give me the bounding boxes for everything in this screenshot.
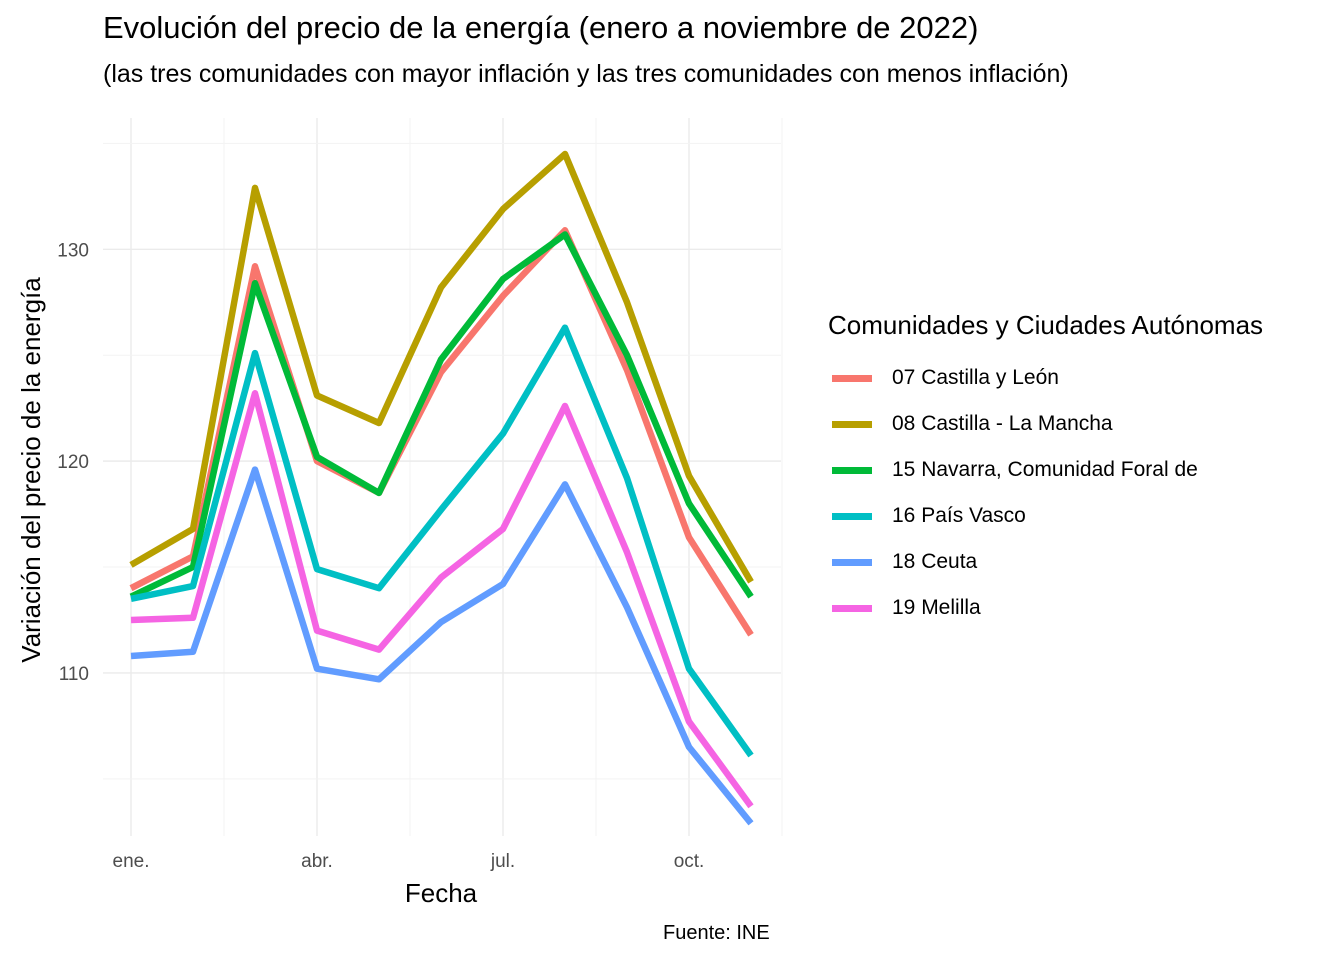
legend-item: 16 País Vasco (828, 493, 1263, 539)
legend: Comunidades y Ciudades Autónomas 07 Cast… (828, 310, 1263, 631)
series-line (129, 231, 754, 600)
y-tick-label: 110 (59, 664, 89, 685)
chart-title: Evolución del precio de la energía (ener… (103, 10, 979, 45)
legend-key (832, 420, 872, 428)
x-tick-label: oct. (674, 851, 705, 872)
legend-label: 07 Castilla y León (892, 366, 1059, 389)
legend-key (832, 604, 872, 612)
legend-items: 07 Castilla y León 08 Castilla - La Manch… (828, 355, 1263, 631)
x-tick-label: ene. (113, 851, 150, 872)
series-lines (129, 150, 754, 826)
y-axis-title: Variación del precio de la energía (16, 277, 46, 663)
series-line (130, 466, 754, 826)
legend-label: 08 Castilla - La Mancha (892, 412, 1113, 435)
series-line (129, 150, 754, 584)
chart-subtitle: (las tres comunidades con mayor inflació… (103, 60, 1069, 88)
legend-key (832, 558, 872, 566)
legend-item: 19 Melilla (828, 585, 1263, 631)
legend-label: 15 Navarra, Comunidad Foral de (892, 458, 1198, 481)
legend-item: 15 Navarra, Comunidad Foral de (828, 447, 1263, 493)
x-tick-label: jul. (490, 851, 515, 872)
legend-key (832, 374, 872, 382)
caption: Fuente: INE (663, 922, 770, 944)
legend-item: 18 Ceuta (828, 539, 1263, 585)
legend-label: 16 País Vasco (892, 504, 1026, 527)
y-tick-label: 120 (57, 452, 89, 473)
x-tick-label: abr. (301, 851, 333, 872)
series-line (130, 324, 754, 758)
legend-label: 19 Melilla (892, 596, 981, 619)
legend-item: 08 Castilla - La Mancha (828, 401, 1263, 447)
legend-label: 18 Ceuta (892, 550, 978, 573)
legend-title: Comunidades y Ciudades Autónomas (828, 310, 1264, 340)
x-axis-title: Fecha (405, 878, 478, 908)
series-line (130, 390, 754, 809)
legend-key (832, 466, 872, 474)
y-axis-ticks: 110 120 130 (57, 240, 89, 685)
y-tick-label: 130 (57, 240, 89, 261)
legend-key (832, 512, 872, 520)
x-axis-ticks: ene. abr. jul. oct. (113, 851, 705, 872)
legend-item: 07 Castilla y León (828, 355, 1263, 401)
